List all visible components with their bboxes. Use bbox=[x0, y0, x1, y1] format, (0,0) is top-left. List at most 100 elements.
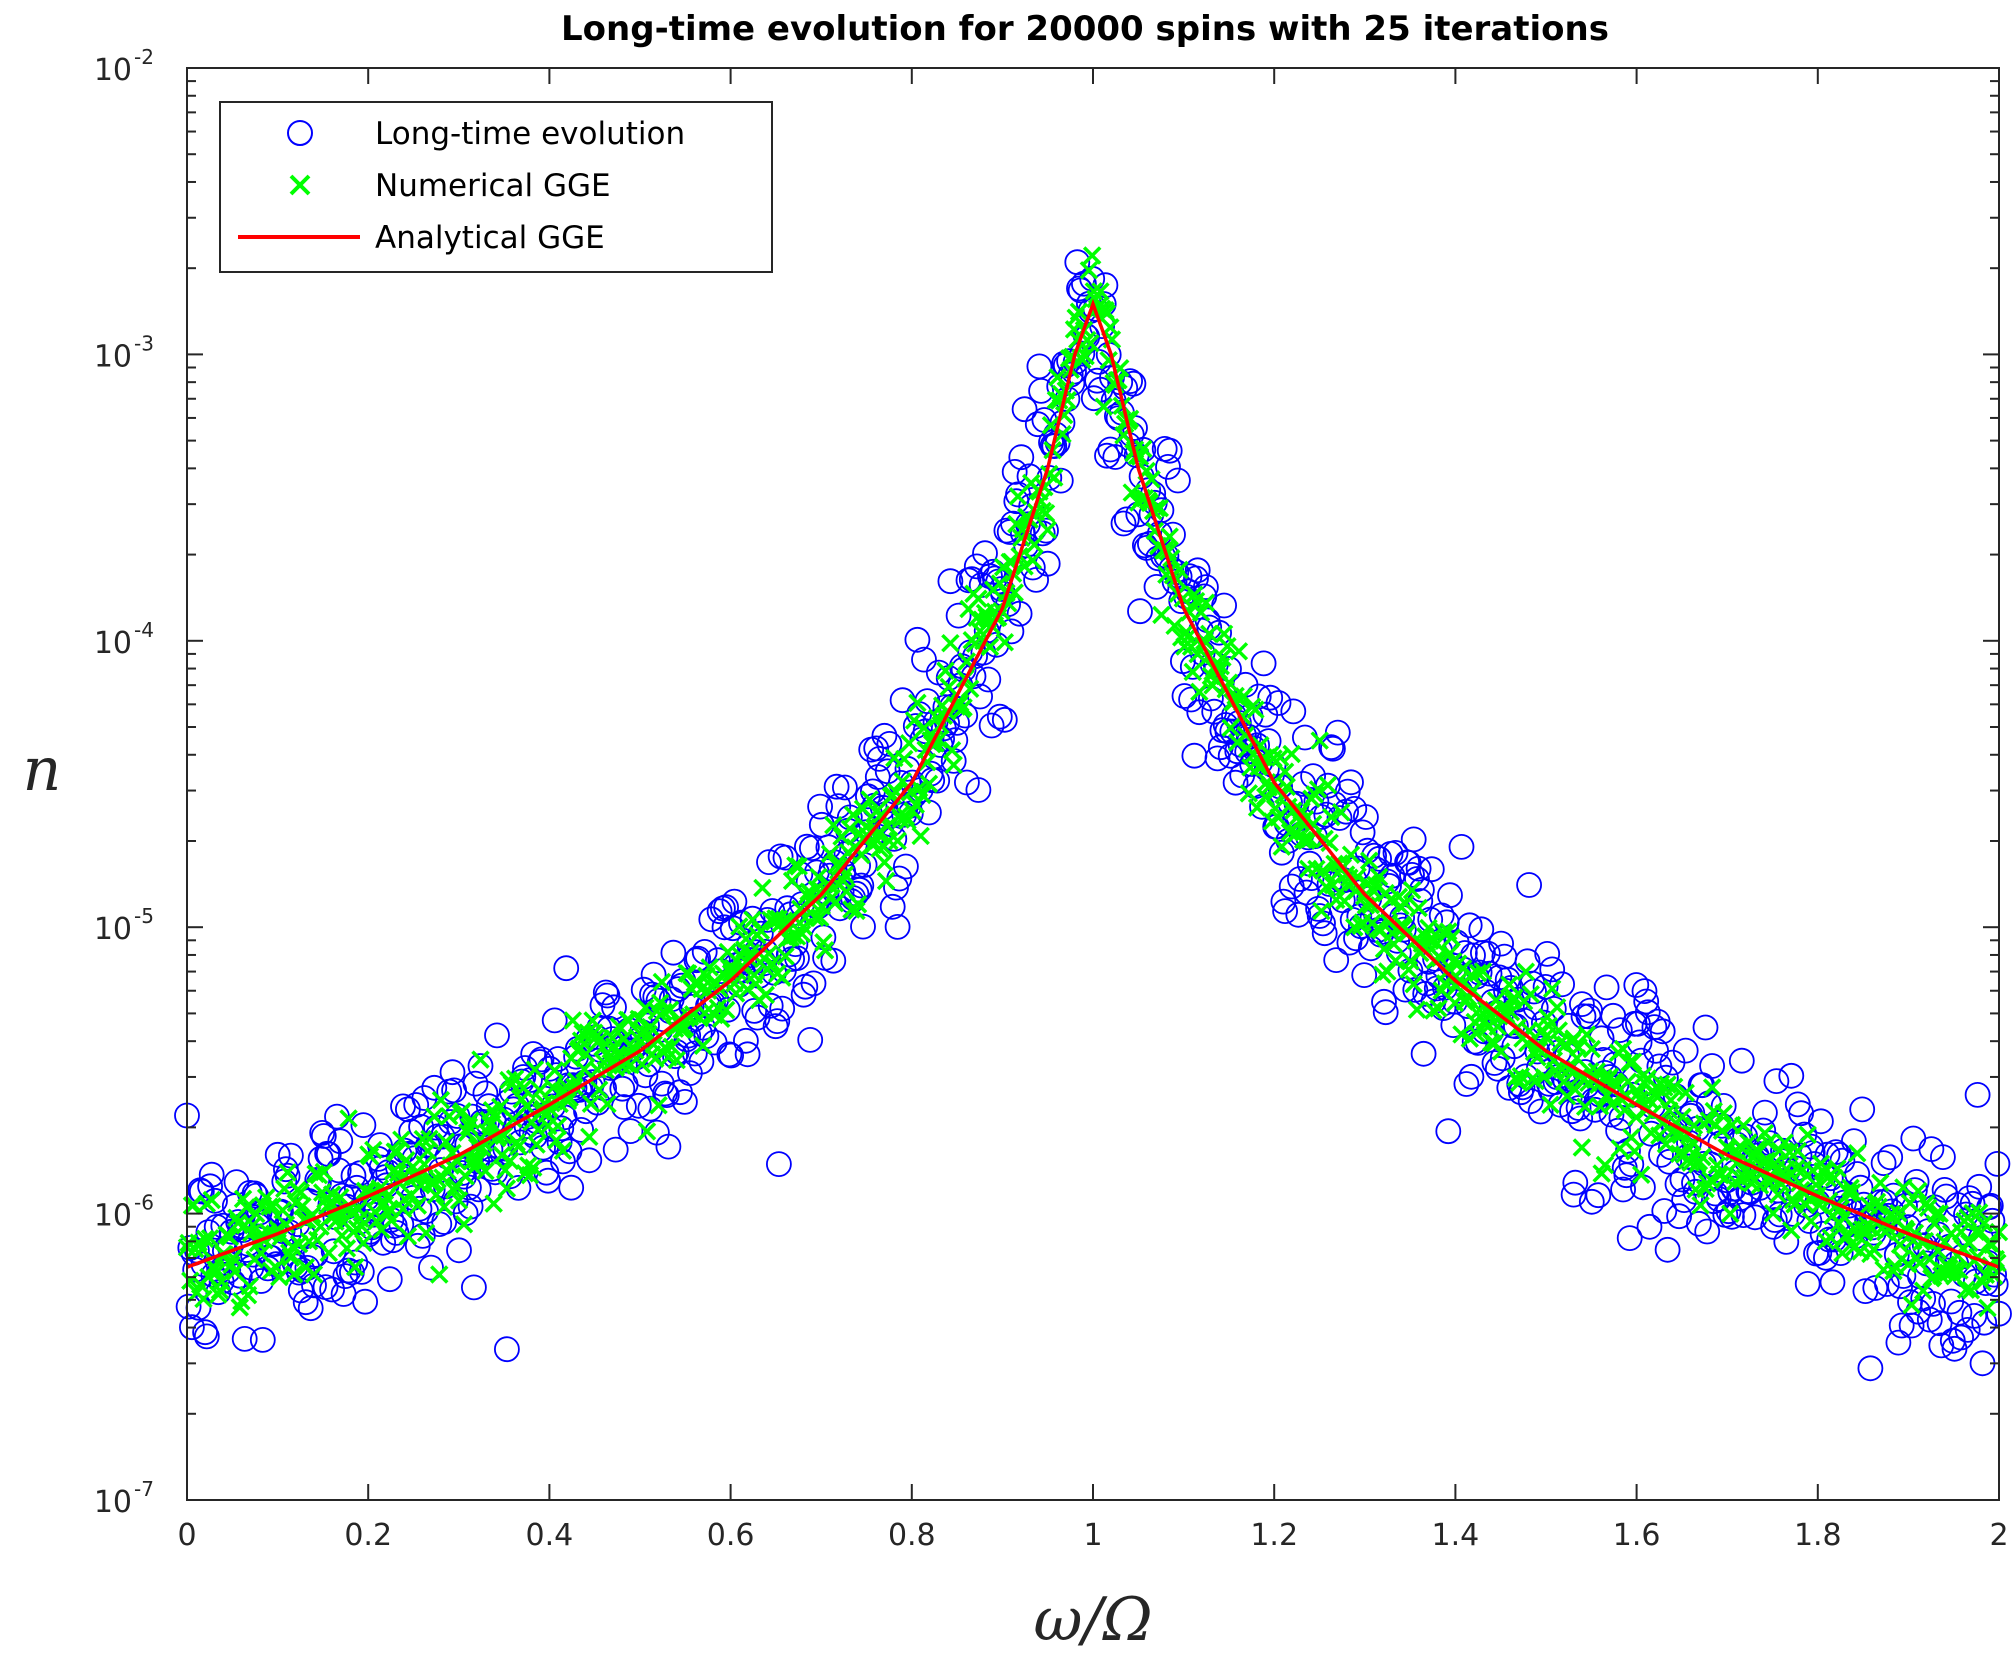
numerical-gge-point bbox=[1714, 1104, 1733, 1123]
long-time-evolution-point bbox=[1636, 1213, 1663, 1240]
numerical-gge-point bbox=[1661, 1090, 1681, 1110]
long-time-evolution-point bbox=[576, 1147, 603, 1174]
long-time-evolution-point bbox=[1016, 463, 1043, 490]
long-time-evolution-point bbox=[462, 1070, 489, 1097]
long-time-evolution-point bbox=[310, 1123, 337, 1149]
long-time-evolution-point bbox=[1819, 1269, 1846, 1296]
numerical-gge-point bbox=[848, 895, 868, 914]
long-time-evolution-point bbox=[1916, 1306, 1943, 1333]
numerical-gge-point bbox=[939, 677, 958, 697]
numerical-gge-point bbox=[1200, 624, 1219, 644]
numerical-gge-point bbox=[1191, 603, 1211, 622]
y-tick-exponent: -3 bbox=[134, 331, 154, 355]
numerical-gge-point bbox=[1575, 1097, 1595, 1116]
numerical-gge-point bbox=[662, 1037, 681, 1056]
long-time-evolution-point bbox=[733, 1027, 759, 1054]
long-time-evolution-point bbox=[249, 1327, 276, 1353]
long-time-evolution-point bbox=[706, 898, 733, 925]
numerical-gge-point bbox=[1951, 1222, 1971, 1242]
numerical-gge-point bbox=[693, 1036, 713, 1055]
numerical-gge-point bbox=[1190, 682, 1209, 702]
long-time-evolution-point bbox=[594, 982, 621, 1009]
long-time-evolution-point bbox=[1672, 1037, 1699, 1064]
numerical-gge-point bbox=[471, 1050, 490, 1069]
long-time-evolution-point bbox=[1578, 1188, 1605, 1215]
numerical-gge-point bbox=[1196, 593, 1216, 612]
long-time-evolution-point bbox=[1405, 855, 1432, 882]
numerical-gge-point bbox=[500, 1151, 520, 1171]
numerical-gge-point bbox=[449, 1191, 469, 1210]
long-time-evolution-point bbox=[1028, 377, 1054, 404]
numerical-gge-point bbox=[1691, 1196, 1710, 1215]
long-time-evolution-point bbox=[1204, 745, 1231, 772]
x-tick-label: 0.6 bbox=[707, 1518, 755, 1553]
long-time-evolution-point bbox=[807, 793, 833, 820]
numerical-gge-point bbox=[929, 730, 949, 749]
numerical-gge-point bbox=[454, 1214, 474, 1234]
numerical-gge-point bbox=[1229, 642, 1249, 661]
numerical-gge-point bbox=[1091, 282, 1110, 301]
long-time-evolution-point bbox=[756, 849, 782, 875]
y-axis-tick-labels: 10-710-610-510-410-310-2 bbox=[94, 45, 154, 1520]
numerical-gge-point bbox=[1927, 1204, 1946, 1223]
long-time-evolution-point bbox=[1773, 1229, 1800, 1255]
numerical-gge-point bbox=[1429, 999, 1448, 1018]
numerical-gge-point bbox=[791, 899, 810, 919]
numerical-gge-point bbox=[1213, 648, 1232, 667]
long-time-evolution-point bbox=[352, 1288, 379, 1315]
numerical-gge-point bbox=[1516, 962, 1536, 981]
long-time-evolution-point bbox=[1008, 444, 1035, 471]
numerical-gge-point bbox=[434, 1197, 454, 1217]
numerical-gge-point bbox=[1402, 880, 1422, 900]
chart-title: Long-time evolution for 20000 spins with… bbox=[561, 9, 1609, 49]
long-time-evolution-point bbox=[1570, 1003, 1597, 1030]
long-time-evolution-point bbox=[1399, 862, 1425, 888]
numerical-gge-point bbox=[906, 795, 925, 814]
long-time-evolution-point bbox=[863, 735, 890, 762]
numerical-gge-point bbox=[1801, 1211, 1821, 1231]
x-tick-label: 0 bbox=[177, 1518, 196, 1553]
numerical-gge-point bbox=[212, 1272, 231, 1291]
long-time-evolution-point bbox=[327, 1128, 354, 1155]
numerical-gge-point bbox=[1768, 1185, 1788, 1204]
numerical-gge-point bbox=[736, 929, 756, 949]
long-time-evolution-point bbox=[1318, 734, 1345, 761]
numerical-gge-point bbox=[243, 1215, 263, 1235]
numerical-gge-point bbox=[352, 1217, 372, 1236]
long-time-evolution-point bbox=[1029, 520, 1056, 547]
long-time-evolution-point bbox=[1766, 1201, 1793, 1228]
long-time-evolution-point bbox=[1372, 999, 1399, 1026]
numerical-gge-point bbox=[1500, 975, 1519, 994]
long-time-evolution-point bbox=[350, 1112, 377, 1138]
long-time-evolution-point bbox=[1888, 1312, 1915, 1339]
long-time-evolution-point bbox=[421, 1074, 448, 1101]
numerical-gge-point bbox=[772, 968, 792, 987]
numerical-gge-point bbox=[1623, 1052, 1643, 1072]
long-time-evolution-point bbox=[1616, 1225, 1643, 1251]
numerical-gge-point bbox=[364, 1140, 383, 1160]
numerical-gge-point bbox=[1782, 1221, 1801, 1240]
numerical-gge-point bbox=[1798, 1125, 1817, 1144]
numerical-gge-point bbox=[1625, 1142, 1644, 1161]
numerical-gge-point bbox=[820, 844, 840, 864]
long-time-evolution-point bbox=[716, 1041, 743, 1068]
long-time-evolution-point bbox=[797, 1027, 824, 1053]
long-time-evolution-point bbox=[1458, 1063, 1485, 1090]
numerical-gge-point bbox=[1628, 1084, 1648, 1103]
long-time-evolution-point bbox=[1404, 866, 1430, 892]
long-time-evolution-point bbox=[1270, 888, 1297, 915]
long-time-evolution-point bbox=[963, 553, 990, 580]
numerical-gge-point bbox=[345, 1257, 365, 1277]
numerical-gge-point bbox=[809, 867, 828, 887]
long-time-evolution-point bbox=[991, 706, 1018, 733]
long-time-evolution-point bbox=[1959, 1190, 1986, 1217]
numerical-gge-point bbox=[1721, 1204, 1740, 1223]
long-time-evolution-point bbox=[1265, 690, 1292, 716]
y-axis-label: n bbox=[23, 735, 62, 805]
long-time-evolution-point bbox=[1610, 1176, 1636, 1203]
numerical-gge-point bbox=[1359, 851, 1379, 870]
numerical-gge-point bbox=[1331, 802, 1351, 822]
numerical-gge-point bbox=[853, 799, 873, 819]
numerical-gge-point bbox=[304, 1265, 324, 1284]
numerical-gge-point bbox=[1312, 901, 1331, 921]
